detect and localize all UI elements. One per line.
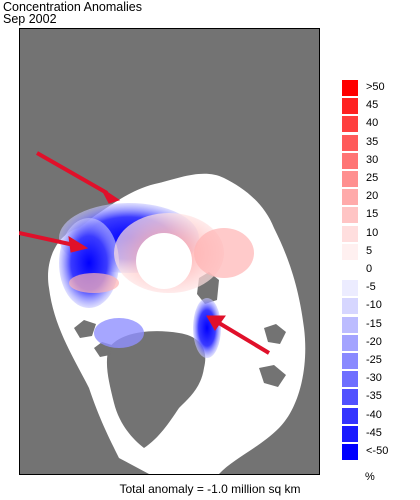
legend-swatch bbox=[342, 298, 358, 315]
legend-label: -40 bbox=[366, 408, 382, 421]
legend-swatch bbox=[342, 407, 358, 424]
legend-label: 20 bbox=[366, 190, 379, 203]
arrow-1-head bbox=[100, 187, 121, 204]
legend-label: >50 bbox=[366, 81, 385, 93]
arrow-3-head bbox=[206, 315, 226, 331]
negative-anomaly-beaufort bbox=[59, 218, 119, 308]
legend-swatch bbox=[342, 262, 358, 278]
legend-swatch bbox=[342, 116, 358, 133]
legend-label: -15 bbox=[366, 317, 382, 330]
legend-label: 45 bbox=[366, 99, 379, 112]
legend-label: 30 bbox=[366, 153, 379, 166]
legend-label: -20 bbox=[366, 335, 382, 348]
legend-label: -25 bbox=[366, 354, 382, 366]
arrow-2 bbox=[19, 231, 75, 247]
map-title: Concentration Anomalies bbox=[3, 0, 142, 14]
legend-swatch bbox=[342, 80, 358, 96]
legend-label: 40 bbox=[366, 117, 379, 130]
negative-anomaly-barents bbox=[193, 298, 221, 358]
pole-hole bbox=[136, 233, 192, 289]
legend-label: 25 bbox=[366, 172, 379, 184]
legend-label: <-50 bbox=[366, 445, 389, 457]
negative-anomaly-archipelago bbox=[94, 318, 144, 348]
legend-label: 0 bbox=[366, 263, 373, 275]
arrow-annotations bbox=[19, 151, 271, 355]
legend-label: 5 bbox=[366, 244, 373, 257]
legend-swatch bbox=[342, 134, 358, 151]
legend-swatch bbox=[342, 189, 358, 206]
legend-swatch bbox=[342, 171, 358, 187]
legend-swatch bbox=[342, 371, 358, 388]
legend-label: -45 bbox=[366, 426, 382, 439]
total-anomaly-caption: Total anomaly = -1.0 million sq km bbox=[119, 482, 301, 496]
arrow-1 bbox=[36, 151, 108, 195]
positive-anomaly-west bbox=[69, 273, 119, 293]
legend-swatch bbox=[342, 280, 358, 297]
legend-label: -5 bbox=[366, 281, 376, 294]
sea-ice-anomaly-map bbox=[19, 28, 320, 475]
legend-swatch bbox=[342, 353, 358, 369]
arctic-islands bbox=[74, 320, 286, 387]
legend-swatch bbox=[342, 334, 358, 351]
legend-swatch bbox=[342, 152, 358, 169]
legend-label: -10 bbox=[366, 299, 382, 312]
arrow-2-head bbox=[68, 236, 89, 253]
positive-anomaly-east bbox=[194, 228, 254, 278]
arrow-3 bbox=[217, 321, 271, 355]
legend-swatch bbox=[342, 425, 358, 442]
map-date: Sep 2002 bbox=[3, 12, 57, 26]
greenland-landmass bbox=[106, 331, 206, 448]
legend-label: 35 bbox=[366, 135, 379, 148]
legend-swatch bbox=[342, 316, 358, 333]
legend-label: -35 bbox=[366, 390, 382, 403]
legend-swatch bbox=[342, 243, 358, 260]
legend-label: -30 bbox=[366, 372, 382, 385]
legend-swatch bbox=[342, 207, 358, 224]
legend-label: 15 bbox=[366, 208, 379, 221]
legend-swatch bbox=[342, 98, 358, 115]
legend-swatch bbox=[342, 389, 358, 406]
legend-swatch bbox=[342, 225, 358, 242]
legend-label: 10 bbox=[366, 226, 379, 239]
legend-swatch bbox=[342, 444, 358, 460]
legend-unit: % bbox=[365, 471, 375, 483]
